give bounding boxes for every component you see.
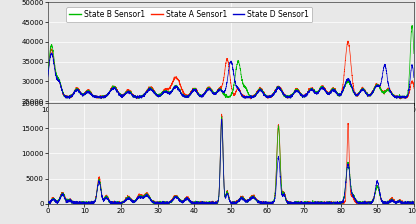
- Legend: State B Sensor1, State A Sensor1, State D Sensor1: State B Sensor1, State A Sensor1, State …: [66, 7, 312, 22]
